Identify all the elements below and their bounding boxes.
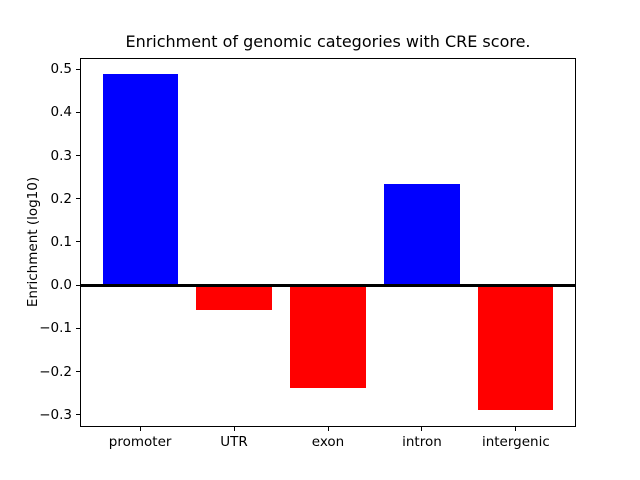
y-tick-label: 0.4	[50, 104, 72, 121]
y-tick-label: 0.1	[50, 233, 72, 250]
x-tick-mark	[421, 427, 423, 432]
y-tick-label: 0.3	[50, 147, 72, 164]
y-tick-label: −0.3	[39, 406, 72, 423]
bar-exon	[290, 285, 366, 388]
y-tick-mark	[76, 241, 80, 243]
x-tick-label-intron: intron	[402, 434, 442, 451]
x-tick-label-intergenic: intergenic	[481, 434, 550, 451]
x-tick-label-UTR: UTR	[220, 434, 248, 451]
x-tick-mark	[327, 427, 329, 432]
y-tick-mark	[76, 111, 80, 113]
bar-intron	[384, 183, 460, 286]
y-tick-label: 0.5	[50, 61, 72, 78]
x-tick-mark	[139, 427, 141, 432]
y-tick-mark	[76, 198, 80, 200]
y-tick-label: 0.2	[50, 190, 72, 207]
x-tick-label-promoter: promoter	[108, 434, 172, 451]
y-tick-mark	[76, 371, 80, 372]
y-tick-mark	[76, 327, 80, 329]
zero-line	[80, 283, 576, 287]
y-tick-mark	[76, 414, 80, 416]
chart-title: Enrichment of genomic categories with CR…	[125, 32, 531, 51]
y-tick-mark	[76, 284, 80, 286]
x-tick-mark	[515, 427, 517, 432]
bar-UTR	[196, 285, 272, 311]
y-tick-label: 0.0	[50, 277, 72, 294]
y-tick-label: −0.1	[39, 320, 72, 337]
y-tick-label: −0.2	[39, 363, 72, 380]
y-tick-mark	[76, 68, 80, 70]
y-tick-mark	[76, 155, 80, 157]
x-tick-mark	[233, 427, 235, 432]
bar-intergenic	[478, 285, 554, 411]
x-tick-label-exon: exon	[311, 434, 345, 451]
bar-promoter	[102, 74, 178, 286]
